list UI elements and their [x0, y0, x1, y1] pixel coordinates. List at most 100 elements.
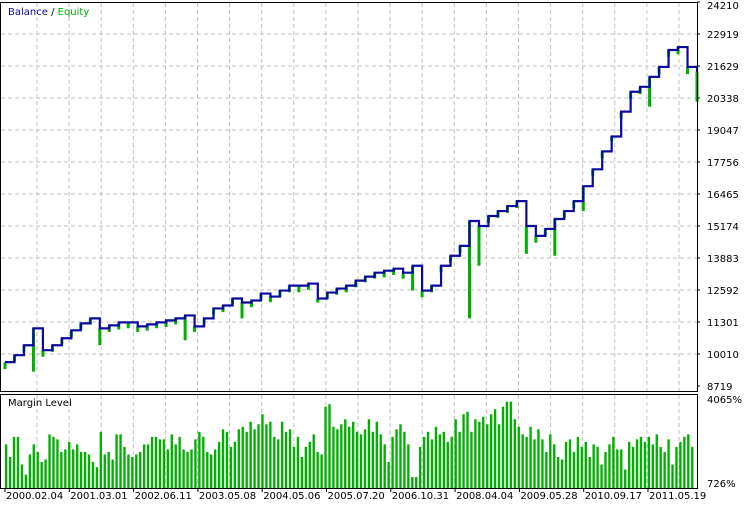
- margin-bar: [612, 436, 615, 488]
- margin-bar: [624, 469, 627, 488]
- margin-bar: [604, 451, 607, 488]
- y-tick-label: 10010: [707, 350, 739, 361]
- margin-bar: [308, 441, 311, 488]
- x-tick-label: 2006.10.31: [392, 491, 449, 502]
- margin-bar: [533, 439, 536, 488]
- legend: Balance / Equity: [8, 7, 89, 18]
- margin-bar: [194, 439, 197, 488]
- margin-bar: [257, 424, 260, 488]
- margin-bar: [541, 439, 544, 488]
- margin-bar: [687, 434, 690, 488]
- margin-bar: [162, 439, 166, 488]
- margin-bar: [170, 434, 173, 488]
- main-y-axis: 24210 22919 21629 20338 19047 17756 16465 15174…: [697, 1, 739, 393]
- margin-bar: [411, 477, 414, 488]
- margin-bar: [454, 419, 457, 488]
- margin-bar: [659, 446, 662, 488]
- margin-bar: [549, 434, 552, 488]
- margin-bar: [430, 439, 434, 488]
- legend-balance: Balance: [8, 7, 48, 18]
- margin-bar: [139, 451, 142, 488]
- margin-bar: [458, 431, 461, 488]
- margin-bar: [675, 446, 678, 488]
- margin-bar: [478, 421, 481, 488]
- margin-bar: [588, 456, 591, 488]
- margin-bar: [44, 459, 47, 488]
- margin-bar: [348, 426, 351, 488]
- x-tick-label: 2008.04.04: [456, 491, 513, 502]
- margin-bar: [627, 441, 631, 488]
- margin-bar: [229, 446, 233, 488]
- margin-bar: [249, 421, 252, 488]
- y-tick-label: 19047: [707, 126, 739, 137]
- margin-bar: [87, 454, 91, 488]
- margin-bar: [399, 424, 402, 488]
- margin-bar: [83, 451, 87, 488]
- legend-equity: Equity: [58, 7, 90, 18]
- margin-bar: [545, 451, 548, 488]
- margin-bar: [407, 444, 410, 488]
- y-tick-label: 13883: [707, 254, 739, 265]
- margin-bar: [296, 436, 300, 488]
- margin-bar: [328, 404, 331, 488]
- margin-bar: [75, 444, 79, 488]
- margin-bar: [367, 419, 371, 488]
- margin-bar: [446, 441, 449, 488]
- margin-bar: [72, 449, 75, 488]
- margin-bar: [5, 444, 8, 488]
- margin-bar: [340, 424, 343, 488]
- margin-bar: [683, 436, 686, 488]
- margin-bar: [288, 429, 292, 488]
- x-tick-label: 2009.05.28: [520, 491, 577, 502]
- y-tick-label: 21629: [707, 62, 739, 73]
- margin-bar: [580, 446, 584, 488]
- margin-bar: [281, 421, 284, 488]
- margin-bar: [639, 436, 643, 488]
- margin-bar: [557, 456, 560, 488]
- margin-bar: [131, 456, 134, 488]
- margin-bar: [123, 446, 126, 488]
- margin-bar: [375, 421, 378, 488]
- margin-bar: [166, 449, 170, 488]
- margin-bar: [245, 431, 248, 488]
- margin-y-tick-label: 4065%: [707, 395, 742, 406]
- margin-bar: [324, 406, 327, 488]
- margin-bar: [584, 441, 587, 488]
- margin-bar: [553, 444, 556, 488]
- y-tick-label: 12592: [707, 286, 739, 297]
- margin-bar: [143, 444, 146, 488]
- margin-bar: [312, 434, 315, 488]
- main-plot-frame: [0, 2, 698, 392]
- margin-bar: [592, 444, 595, 488]
- margin-bar: [36, 451, 39, 488]
- margin-bar: [273, 436, 276, 488]
- y-tick-label: 15174: [707, 222, 739, 233]
- margin-bar: [103, 454, 106, 488]
- margin-bar: [529, 426, 532, 488]
- margin-bar: [355, 431, 359, 488]
- margin-bar: [505, 401, 509, 488]
- margin-bar: [387, 462, 390, 488]
- margin-bar: [426, 431, 430, 488]
- margin-bar: [663, 451, 666, 488]
- margin-bar: [269, 421, 272, 488]
- margin-bar: [198, 431, 201, 488]
- margin-bar: [64, 449, 67, 488]
- y-tick-label: 17756: [707, 158, 739, 169]
- margin-bar: [178, 436, 181, 488]
- margin-bar: [190, 449, 193, 488]
- y-tick-label: 11301: [707, 318, 739, 329]
- margin-bar: [486, 424, 489, 488]
- margin-bar: [470, 431, 473, 488]
- margin-bar: [351, 421, 355, 488]
- margin-bar: [635, 439, 639, 488]
- x-tick-label: 2000.02.04: [6, 491, 63, 502]
- margin-bar: [474, 419, 477, 488]
- margin-bar: [221, 429, 225, 488]
- margin-bar: [253, 429, 256, 488]
- margin-bar: [576, 436, 580, 488]
- margin-bar: [462, 414, 465, 488]
- margin-bar: [513, 419, 516, 488]
- x-tick-label: 2010.09.17: [585, 491, 642, 502]
